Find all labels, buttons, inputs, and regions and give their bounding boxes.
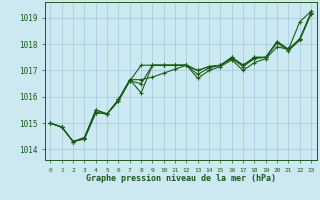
X-axis label: Graphe pression niveau de la mer (hPa): Graphe pression niveau de la mer (hPa) — [86, 174, 276, 183]
